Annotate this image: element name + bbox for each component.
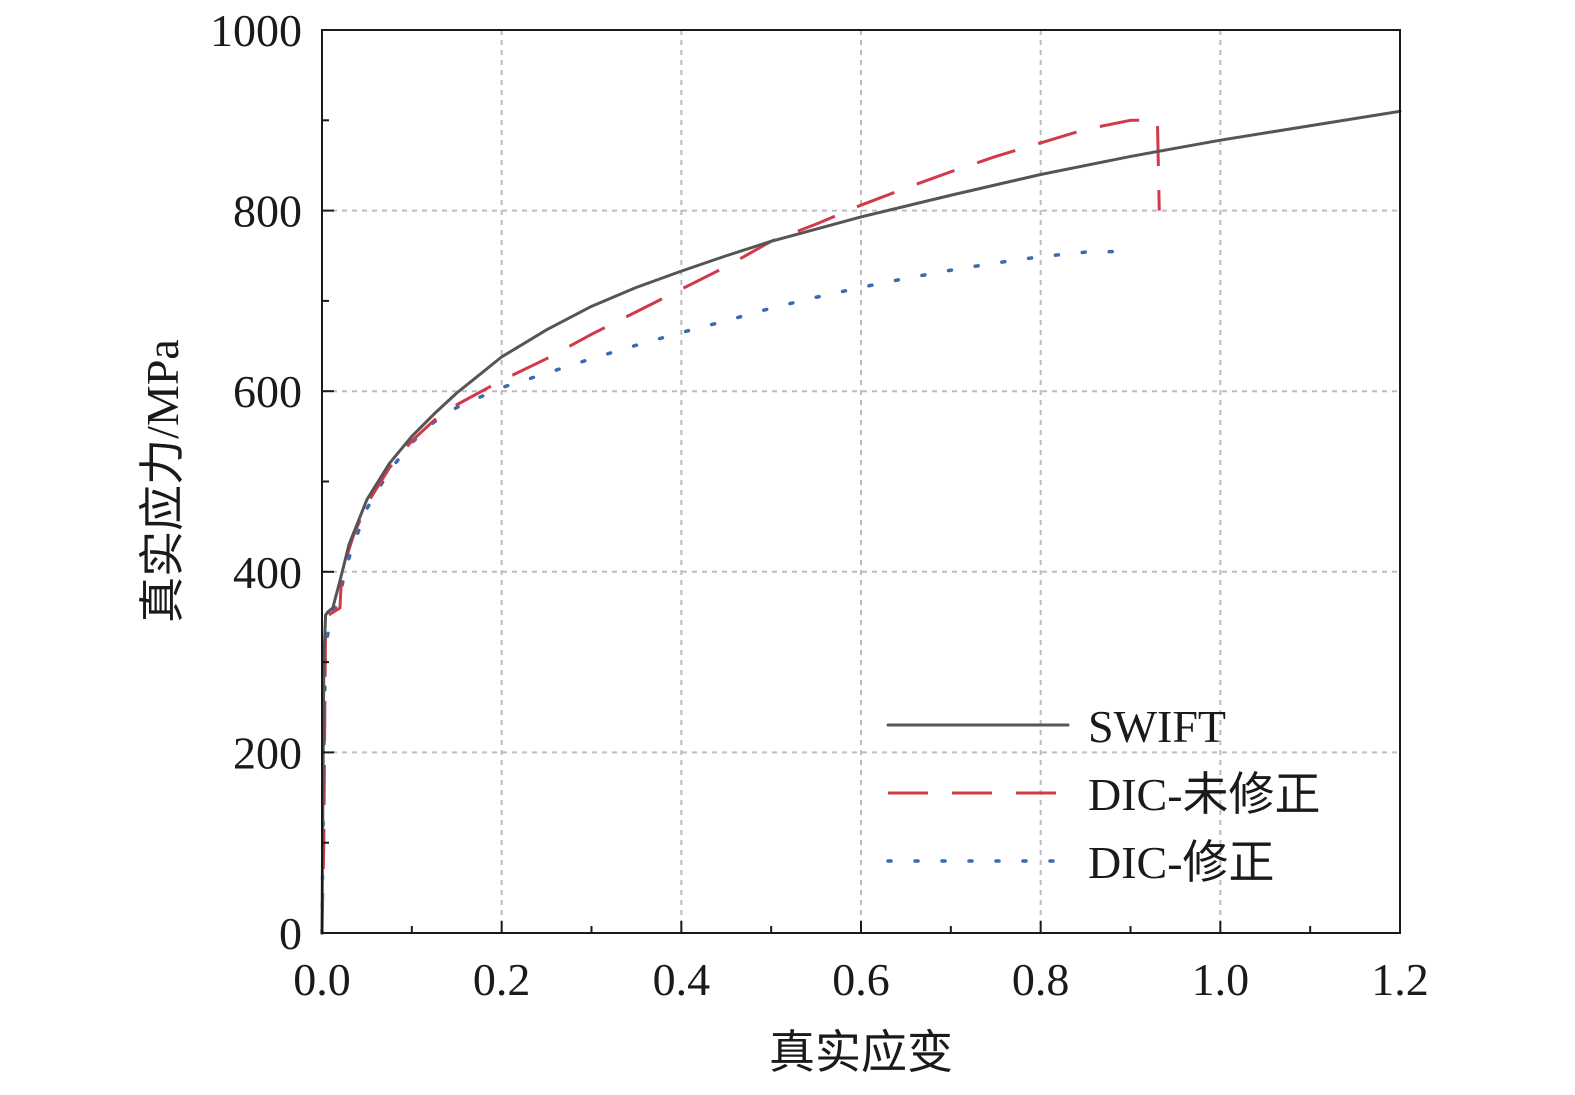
- x-tick-label: 0.6: [832, 954, 890, 1005]
- series-line-1: [320, 118, 1161, 934]
- x-tick-label: 1.2: [1371, 954, 1429, 1005]
- y-tick-label: 1000: [210, 5, 302, 56]
- legend-label-1: DIC-未修正: [1088, 769, 1321, 820]
- series-line-2: [320, 249, 1133, 935]
- x-tick-label: 1.0: [1192, 954, 1250, 1005]
- x-tick-label: 0.8: [1012, 954, 1070, 1005]
- x-axis-title: 真实应变: [769, 1027, 953, 1078]
- legend: SWIFT DIC-未修正 DIC-修正: [886, 701, 1321, 888]
- tick-layer: 0.0 0.2 0.4 0.6 0.8 1.0 1.2 0 200 400 600 800 1000: [210, 5, 1429, 1005]
- x-tick-label: 0.2: [473, 954, 531, 1005]
- x-tick-label: 0.4: [653, 954, 711, 1005]
- grid-layer: [322, 30, 1400, 933]
- series-layer: [320, 109, 1402, 935]
- y-axis-title: 真实应力/MPa: [137, 339, 188, 623]
- y-tick-label: 600: [233, 366, 302, 417]
- y-tick-label: 800: [233, 186, 302, 237]
- legend-label-0: SWIFT: [1088, 701, 1226, 752]
- series-line-0: [320, 109, 1402, 935]
- y-tick-label: 400: [233, 547, 302, 598]
- y-tick-label: 0: [279, 908, 302, 959]
- x-tick-label: 0.0: [293, 954, 351, 1005]
- legend-label-2: DIC-修正: [1088, 837, 1275, 888]
- y-tick-label: 200: [233, 727, 302, 778]
